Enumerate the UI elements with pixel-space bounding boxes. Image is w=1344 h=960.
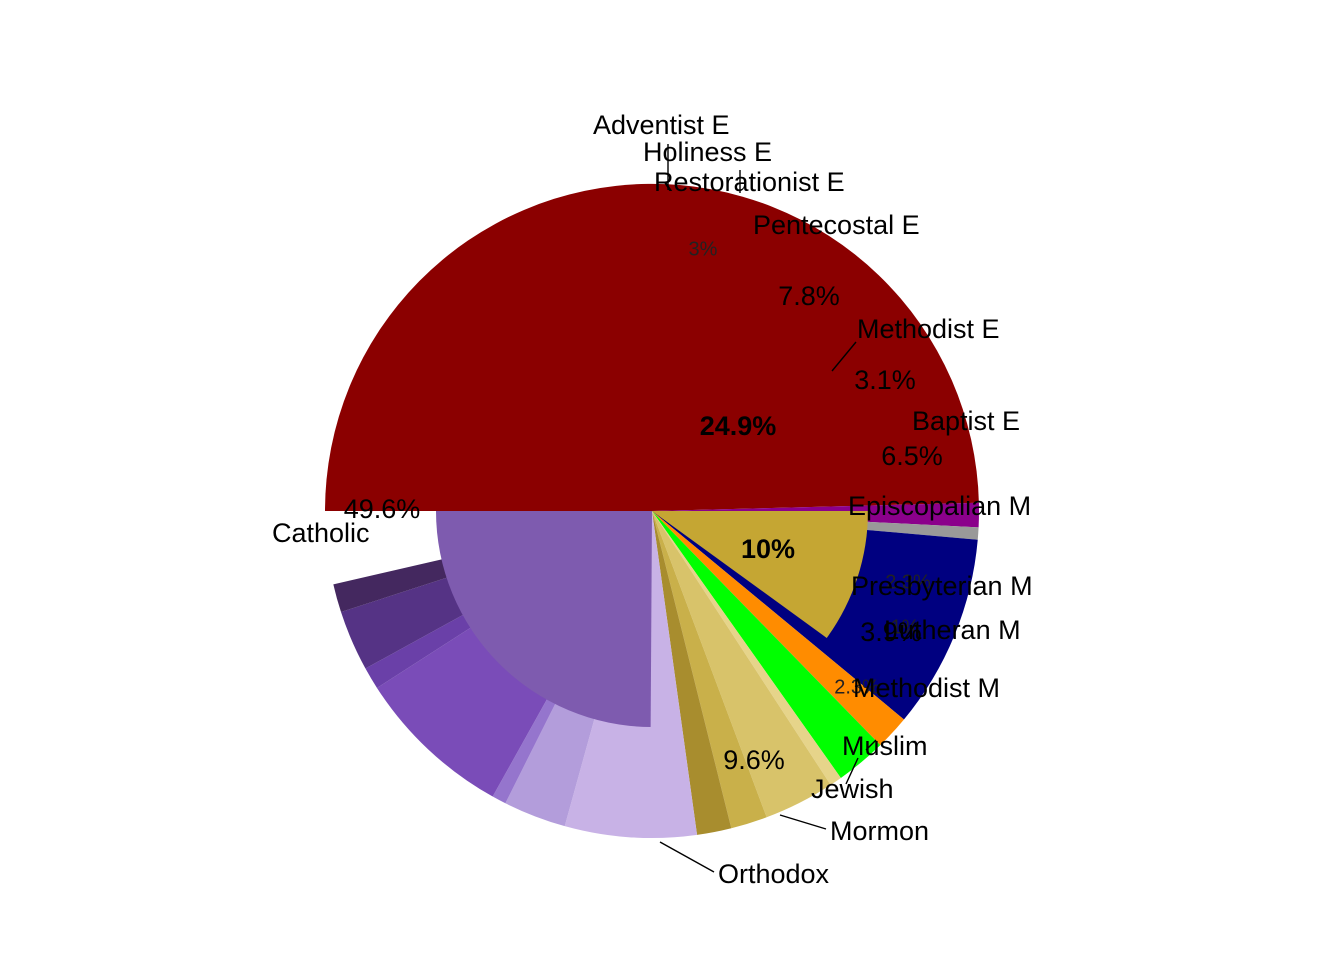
name-label-episcopalian-m: Episcopalian M <box>848 491 1031 521</box>
name-label-pentecostal-e: Pentecostal E <box>753 210 920 240</box>
leader-mormon <box>779 814 827 830</box>
name-label-lutheran-m: Lutheran M <box>884 615 1021 645</box>
slice-episcopalian-m <box>652 511 767 829</box>
inner-pie <box>435 511 868 727</box>
slice-presbyterian-m <box>652 511 831 818</box>
name-label-orthodox: Orthodox <box>718 859 830 889</box>
name-label-methodist-m: Methodist M <box>853 673 1000 703</box>
leader-jewish <box>845 757 859 785</box>
name-label-muslim: Muslim <box>842 731 928 761</box>
inner-pct-label-evangelical: 24.9% <box>700 411 777 441</box>
name-label-baptist-e: Baptist E <box>912 406 1020 436</box>
pct-label-jewish: 9.6% <box>723 745 785 775</box>
leader-methodist-e <box>831 341 857 372</box>
slice-muslim <box>652 511 904 746</box>
pct-label-baptist-e: 6.5% <box>881 441 943 471</box>
name-label-adventist-e: Adventist E <box>593 110 730 140</box>
inner-slice-mainline <box>652 511 868 638</box>
inner-slice-evangelical <box>435 511 652 727</box>
name-label-restorationist-e: Restorationist E <box>654 167 845 197</box>
pct-label-lutheran-m: 1% <box>891 616 920 638</box>
pct-label-holiness-e: 3% <box>689 238 718 260</box>
slice-mainline-other <box>652 511 732 835</box>
leader-orthodox <box>659 841 715 873</box>
name-label-catholic: Catholic <box>272 518 370 548</box>
leader-muslim <box>865 739 877 751</box>
name-label-presbyterian-m: Presbyterian M <box>851 571 1033 601</box>
pct-label-episcopalian-m: 2.3% <box>885 571 931 593</box>
name-label-holiness-e: Holiness E <box>643 137 772 167</box>
slice-methodist-m <box>652 511 881 778</box>
name-label-methodist-e: Methodist E <box>857 314 1000 344</box>
leader-lines <box>659 144 877 873</box>
pct-label-catholic: 49.6% <box>344 494 421 524</box>
slice-labels: 10% 24.9% 49.6% 9.6% 2.3% 1%3.9% 2.3% 6.5% 3.1% 7… <box>272 110 1033 889</box>
pct-label-methodist-m: 2.3% <box>834 676 880 698</box>
name-label-jewish: Jewish <box>811 774 894 804</box>
pct-label-methodist-e: 3.1% <box>854 365 916 395</box>
pct-label-presbyterian-m: 3.9% <box>860 617 922 647</box>
name-label-mormon: Mormon <box>830 816 929 846</box>
inner-pct-label-mainline: 10% <box>741 534 795 564</box>
pct-label-pentecostal-e: 7.8% <box>778 281 840 311</box>
slice-catholic <box>324 183 979 511</box>
slice-lutheran-m <box>652 511 841 785</box>
